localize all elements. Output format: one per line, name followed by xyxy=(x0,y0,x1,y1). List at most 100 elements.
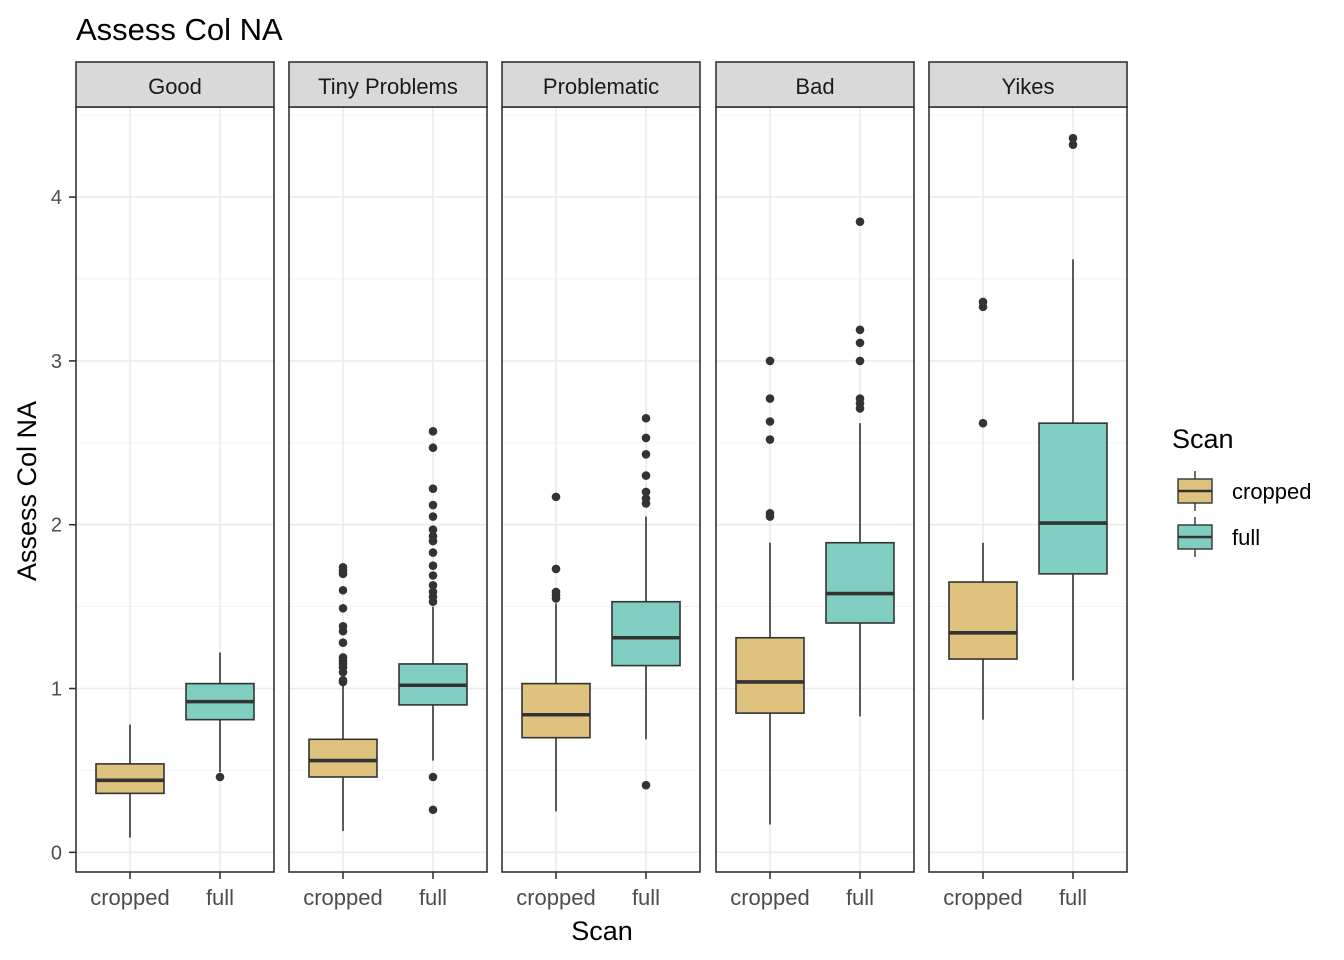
panel-background xyxy=(716,107,914,872)
outlier-point xyxy=(428,531,438,541)
outlier-point xyxy=(855,217,865,226)
panel-background xyxy=(76,107,274,872)
outlier-point xyxy=(338,585,348,595)
y-tick-label: 1 xyxy=(51,679,62,701)
boxplot-full xyxy=(398,427,468,815)
outlier-point xyxy=(338,638,348,647)
x-tick-label: full xyxy=(206,885,234,910)
outlier-point xyxy=(551,564,561,574)
chart-title: Assess Col NA xyxy=(76,12,283,47)
legend-title: Scan xyxy=(1172,424,1234,454)
outlier-point xyxy=(338,676,348,685)
box-iqr xyxy=(611,600,681,667)
outlier-point xyxy=(978,418,988,428)
facet-strip xyxy=(715,61,915,108)
outlier-point xyxy=(428,805,438,815)
y-tick-label: 0 xyxy=(51,842,62,864)
y-axis-title: Assess Col NA xyxy=(12,401,42,581)
box-iqr xyxy=(1038,422,1108,575)
boxplot-full xyxy=(825,217,895,717)
outlier-point xyxy=(551,492,561,502)
legend-label: full xyxy=(1232,525,1260,550)
x-tick-label: cropped xyxy=(516,885,596,910)
x-tick-label: cropped xyxy=(90,885,170,910)
facet-panel: Problematic cropped full xyxy=(501,61,701,910)
outlier-point xyxy=(641,413,651,423)
outlier-point xyxy=(428,587,438,597)
outlier-point xyxy=(855,356,865,366)
outlier-point xyxy=(1068,140,1078,149)
outlier-point xyxy=(765,435,775,444)
boxplot-cropped xyxy=(521,492,591,812)
outlier-point xyxy=(765,417,775,426)
box-iqr xyxy=(825,541,895,624)
facet-strip xyxy=(501,61,701,108)
outlier-point xyxy=(428,571,438,580)
x-tick-label: full xyxy=(419,885,447,910)
outlier-point xyxy=(855,338,865,348)
outlier-point xyxy=(765,394,775,403)
facet-panel: Good cropped full xyxy=(75,61,275,910)
facet-strip-label: Yikes xyxy=(1002,74,1055,99)
outlier-point xyxy=(641,780,651,790)
outlier-point xyxy=(215,772,225,782)
y-tick-label: 2 xyxy=(51,515,62,537)
facet-strip xyxy=(928,61,1128,108)
boxplot-cropped xyxy=(948,297,1018,720)
outlier-point xyxy=(428,512,438,521)
outlier-point xyxy=(428,548,438,557)
outlier-point xyxy=(855,325,865,335)
outlier-point xyxy=(428,772,438,782)
x-tick-label: cropped xyxy=(730,885,810,910)
outlier-point xyxy=(765,508,775,518)
facet-strip-label: Problematic xyxy=(543,74,659,99)
outlier-point xyxy=(338,621,348,631)
box-iqr xyxy=(948,581,1018,660)
outlier-point xyxy=(428,581,438,590)
outlier-point xyxy=(428,500,438,510)
outlier-point xyxy=(338,653,348,662)
box-iqr xyxy=(735,636,805,714)
outlier-point xyxy=(855,394,865,403)
boxplot-full xyxy=(1038,133,1108,681)
y-tick-label: 3 xyxy=(51,351,62,373)
facet-panel: Tiny Problems cropped full xyxy=(288,61,488,910)
x-tick-label: full xyxy=(632,885,660,910)
outlier-point xyxy=(641,494,651,503)
facet-panel: Bad cropped full xyxy=(715,61,915,910)
x-tick-label: full xyxy=(846,885,874,910)
outlier-point xyxy=(641,449,651,459)
outlier-point xyxy=(551,587,561,597)
outlier-point xyxy=(428,427,438,436)
boxplot-cropped xyxy=(308,563,378,832)
legend: Scan cropped full xyxy=(1172,424,1312,557)
outlier-point xyxy=(338,563,348,572)
y-axis: 0 1 2 3 4 xyxy=(51,187,76,864)
outlier-point xyxy=(428,525,438,534)
facet-strip-label: Tiny Problems xyxy=(318,74,458,99)
boxplot-full xyxy=(611,413,681,790)
facet-strip-label: Good xyxy=(148,74,202,99)
outlier-point xyxy=(978,297,988,307)
legend-item-full: full xyxy=(1177,517,1260,557)
facet-strip xyxy=(75,61,275,108)
outlier-point xyxy=(338,603,348,613)
outlier-point xyxy=(1068,133,1078,143)
outlier-point xyxy=(641,471,651,480)
boxplot-full xyxy=(185,652,255,782)
facet-strip xyxy=(288,61,488,108)
x-axis-title: Scan xyxy=(571,916,633,946)
x-tick-label: full xyxy=(1059,885,1087,910)
x-tick-label: cropped xyxy=(943,885,1023,910)
box-iqr xyxy=(308,738,378,778)
box-iqr xyxy=(521,682,591,739)
outlier-point xyxy=(765,356,775,366)
outlier-point xyxy=(428,443,438,453)
y-tick-label: 4 xyxy=(51,187,62,209)
boxplot-cropped xyxy=(95,724,165,838)
facet-panel: Yikes cropped full xyxy=(928,61,1128,910)
panel-background xyxy=(502,107,700,872)
x-tick-label: cropped xyxy=(303,885,383,910)
